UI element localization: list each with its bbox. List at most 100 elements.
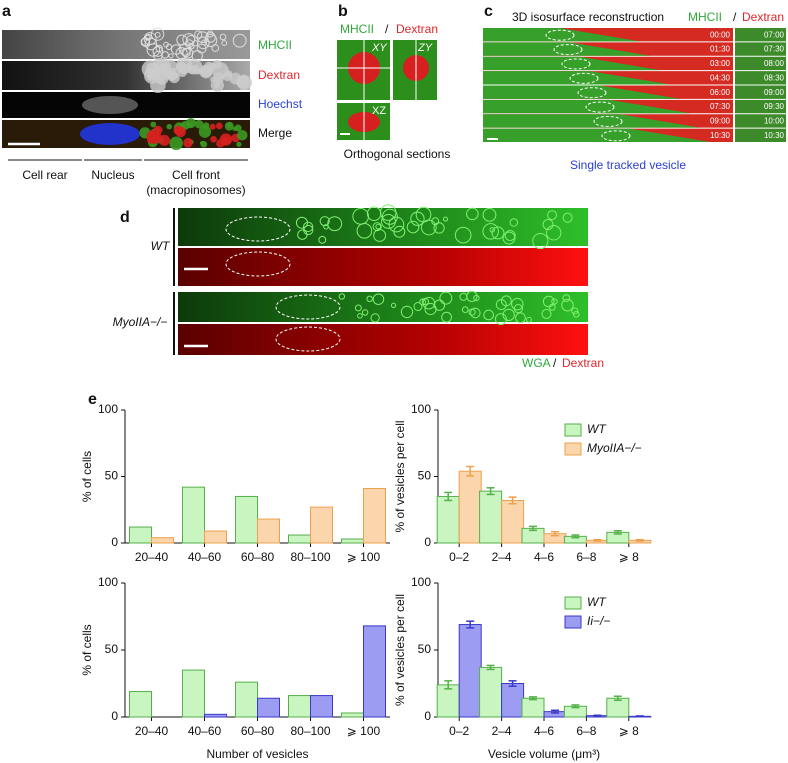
- tracked-vesicle: [585, 101, 615, 113]
- vesicle: [442, 216, 449, 222]
- error-bar: [529, 525, 537, 532]
- vesicle: [454, 226, 472, 244]
- vesicle: [204, 61, 214, 72]
- x-tick-label: ⩾ 8: [619, 724, 639, 738]
- vesicle: [509, 218, 519, 227]
- y-axis-label: % of cells: [80, 451, 94, 502]
- image-panels: [2, 27, 786, 355]
- vesicle: [420, 219, 437, 236]
- bar: [204, 530, 227, 544]
- vesicle: [221, 40, 228, 46]
- y-tick-label: 100: [411, 402, 431, 416]
- y-tick-label: 0: [111, 535, 118, 549]
- vesicle: [561, 298, 574, 312]
- y-axis-label: % of vesicles per cell: [393, 594, 407, 706]
- vesicle: [410, 211, 425, 226]
- x-axis-label: Number of vesicles: [206, 747, 308, 761]
- x-tick-label: ⩾ 100: [347, 550, 381, 564]
- vesicle: [219, 33, 227, 41]
- bar: [310, 506, 333, 544]
- caption: Orthogonal sections: [344, 147, 451, 161]
- y-tick-label: 100: [98, 575, 118, 589]
- legend-swatch: [564, 596, 582, 610]
- error-bar: [444, 491, 453, 502]
- bar: [501, 499, 525, 544]
- vesicle: [318, 235, 327, 244]
- vesicle: [232, 33, 247, 48]
- condition-label: WT: [151, 239, 171, 253]
- vesicle: [352, 208, 370, 225]
- x-tick-label: 80–100: [290, 724, 330, 738]
- bar: [204, 713, 227, 718]
- time-label: 10:00: [764, 117, 785, 126]
- frame: [735, 28, 786, 42]
- bar: [479, 666, 503, 718]
- vesicle: [196, 43, 207, 54]
- frame: [735, 85, 786, 99]
- x-tick-label: 0–2: [449, 550, 469, 564]
- frame: [735, 99, 786, 114]
- vesicle: [366, 295, 373, 303]
- x-tick-label: 20–40: [135, 724, 169, 738]
- vesicle: [169, 136, 183, 151]
- vesicle: [196, 31, 209, 44]
- vesicle: [419, 298, 427, 306]
- x-tick-label: 40–60: [188, 550, 222, 564]
- bar: [182, 486, 205, 544]
- vesicle: [441, 311, 452, 323]
- x-tick-label: 0–2: [449, 724, 469, 738]
- bar: [363, 487, 386, 544]
- cell: [483, 71, 670, 85]
- vesicle: [370, 313, 380, 323]
- bar: [235, 681, 258, 718]
- time-label: 08:00: [764, 59, 785, 68]
- vesicle: [161, 51, 169, 59]
- stain-label: MHCII: [688, 10, 722, 24]
- y-tick-label: 50: [105, 469, 119, 483]
- vesicle: [212, 59, 222, 69]
- vesicle: [532, 232, 549, 250]
- vesicle: [504, 229, 516, 241]
- frame: [735, 114, 786, 128]
- vesicle: [515, 312, 526, 324]
- channel-label: Dextran: [258, 68, 300, 82]
- time-label: 09:00: [710, 117, 731, 126]
- view-label: XZ: [372, 105, 386, 117]
- y-tick-label: 50: [418, 469, 432, 483]
- stain-label: Dextran: [396, 22, 438, 36]
- bar: [458, 624, 482, 718]
- bar: [288, 534, 311, 544]
- image-myo-dextran: [178, 324, 588, 355]
- vesicle: [175, 47, 188, 60]
- error-bar: [551, 709, 559, 714]
- time-label: 07:30: [764, 45, 785, 54]
- vesicle: [562, 294, 571, 303]
- stain-label: Dextran: [742, 10, 784, 24]
- vesicle: [226, 122, 232, 128]
- y-tick-label: 0: [424, 709, 431, 723]
- error-bar: [508, 496, 517, 505]
- error-bar: [466, 620, 475, 629]
- time-label: 10:30: [710, 131, 731, 140]
- vesicle: [433, 222, 445, 234]
- vesicle: [381, 208, 398, 225]
- bar: [257, 697, 280, 718]
- vesicle: [158, 134, 170, 146]
- vesicle: [295, 216, 308, 229]
- x-tick-label: 6–8: [576, 724, 596, 738]
- x-tick-label: 60–80: [241, 550, 275, 564]
- tracked-vesicle: [561, 58, 591, 70]
- cell: [483, 85, 680, 99]
- vesicle: [176, 34, 188, 46]
- vesicle: [199, 141, 205, 146]
- x-tick-label: 40–60: [188, 724, 222, 738]
- y-tick-label: 100: [411, 575, 431, 589]
- error-bar: [486, 664, 495, 671]
- y-tick-label: 100: [98, 402, 118, 416]
- error-bar: [593, 714, 602, 717]
- y-axis-label: % of vesicles per cell: [393, 420, 407, 532]
- vesicle: [221, 136, 231, 146]
- vesicle: [433, 299, 446, 311]
- channel-label: Hoechst: [258, 97, 303, 111]
